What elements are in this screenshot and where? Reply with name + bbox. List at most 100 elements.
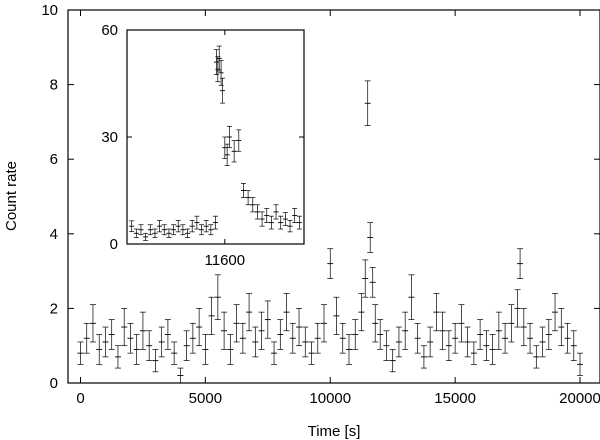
- main-data-point: [333, 296, 340, 335]
- main-data-point: [570, 330, 577, 361]
- inset-data-point: [157, 220, 163, 233]
- main-data-point: [520, 308, 527, 347]
- main-data-point: [246, 293, 253, 332]
- main-plot-frame: [67, 9, 600, 384]
- inset-data-point: [250, 197, 256, 213]
- main-data-point: [302, 326, 309, 358]
- inset-data-point: [278, 215, 284, 230]
- main-data-point: [271, 341, 278, 365]
- main-data-point: [121, 308, 128, 347]
- main-data-point: [239, 322, 246, 354]
- main-data-point: [420, 345, 427, 369]
- main-y-tick-label: 0: [50, 375, 58, 392]
- inset-data-point: [203, 220, 209, 233]
- main-data-point: [502, 322, 509, 354]
- main-data-point: [362, 259, 369, 298]
- main-data-point: [367, 222, 374, 253]
- inset-data-point: [287, 220, 293, 233]
- main-data-point: [495, 311, 502, 350]
- inset-data-point: [292, 207, 298, 223]
- main-data-point: [577, 352, 584, 376]
- inset-data-point: [194, 215, 200, 230]
- main-data-point: [164, 319, 171, 350]
- main-data-point: [372, 304, 379, 343]
- main-data-point: [527, 322, 534, 354]
- main-x-tick-label: 15000: [434, 390, 476, 407]
- main-data-point: [470, 341, 477, 365]
- inset-data-point: [231, 140, 237, 163]
- main-x-tick-label: 0: [76, 390, 84, 407]
- main-data-point: [483, 330, 490, 361]
- main-data-point: [152, 349, 159, 373]
- main-data-point: [345, 334, 352, 365]
- main-data-point: [377, 319, 384, 350]
- main-data-point: [545, 319, 552, 350]
- main-data-point: [189, 322, 196, 354]
- main-y-axis-title: Count rate: [3, 161, 20, 231]
- main-data-point: [389, 349, 396, 373]
- main-data-point: [564, 322, 571, 354]
- inset-data-point: [273, 204, 279, 220]
- inset-data-point: [175, 220, 181, 233]
- inset-data-point: [296, 215, 302, 230]
- main-data-point: [208, 296, 215, 335]
- main-y-tick-label: 6: [50, 151, 58, 168]
- main-data-points: [77, 80, 584, 384]
- main-data-point: [433, 293, 440, 332]
- main-data-point: [383, 330, 390, 361]
- main-data-point: [369, 267, 376, 298]
- inset-data-point: [268, 215, 274, 230]
- main-data-point: [171, 341, 178, 365]
- main-plot: 0 5000 10000 15000 20000 0 2 4 6 8 10 Time [s] Cou…: [3, 2, 600, 440]
- inset-x-tick-label: 11600: [205, 252, 246, 269]
- main-data-point: [508, 304, 515, 343]
- main-data-point: [477, 319, 484, 350]
- main-data-point: [314, 322, 321, 354]
- inset-y-tick-label: 60: [101, 22, 118, 39]
- inset-data-point: [161, 224, 167, 236]
- main-data-point: [177, 367, 184, 384]
- main-data-point: [327, 248, 334, 279]
- inset-data-point: [166, 228, 172, 238]
- main-data-point: [439, 311, 446, 350]
- inset-data-point: [133, 228, 139, 238]
- main-data-point: [227, 334, 234, 365]
- main-axes: 0 5000 10000 15000 20000 0 2 4 6 8 10: [41, 2, 600, 407]
- main-x-tick-label: 20000: [559, 390, 600, 407]
- main-data-point: [114, 345, 121, 369]
- main-data-point: [352, 319, 359, 350]
- main-data-point: [517, 248, 524, 279]
- main-x-tick-label: 10000: [309, 390, 351, 407]
- main-data-point: [358, 293, 365, 332]
- inset-data-point: [180, 224, 186, 236]
- main-y-tick-label: 10: [41, 2, 58, 19]
- main-data-point: [321, 304, 328, 343]
- main-data-point: [258, 311, 265, 350]
- inset-data-point: [240, 183, 246, 198]
- inset-data-point: [264, 207, 270, 223]
- main-data-point: [402, 311, 409, 350]
- main-data-point: [108, 319, 115, 350]
- inset-data-point: [254, 204, 260, 220]
- main-data-point: [452, 322, 459, 354]
- main-data-point: [414, 322, 421, 354]
- inset-data-point: [138, 224, 144, 236]
- main-data-point: [339, 322, 346, 354]
- inset-y-tick-label: 0: [110, 236, 118, 253]
- main-data-point: [96, 334, 103, 365]
- main-data-point: [202, 334, 209, 365]
- main-data-point: [464, 326, 471, 358]
- main-x-axis-title: Time [s]: [308, 423, 361, 440]
- inset-plot: 11600 0 30 60: [101, 22, 305, 269]
- main-x-tick-label: 5000: [189, 390, 222, 407]
- main-data-point: [83, 322, 90, 354]
- main-data-point: [233, 304, 240, 343]
- inset-data-point: [185, 228, 191, 238]
- inset-data-points: [129, 45, 302, 241]
- main-data-point: [552, 293, 559, 332]
- inset-data-point: [129, 220, 135, 232]
- main-data-point: [445, 330, 452, 361]
- main-data-point: [558, 308, 565, 347]
- main-data-point: [427, 326, 434, 358]
- main-data-point: [264, 300, 271, 339]
